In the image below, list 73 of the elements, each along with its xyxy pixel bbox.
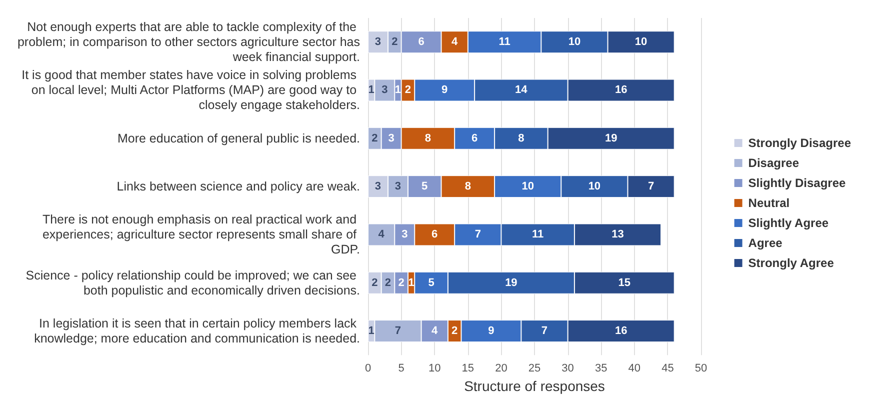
- legend-label: Agree: [748, 236, 783, 250]
- data-label: 3: [382, 84, 388, 96]
- x-tick-label: 35: [594, 362, 608, 375]
- x-axis-title: Structure of responses: [464, 378, 605, 394]
- data-label: 19: [604, 132, 618, 144]
- data-label: 2: [384, 276, 392, 289]
- data-label: 5: [428, 276, 434, 289]
- data-label: 10: [634, 36, 648, 48]
- data-label: 16: [614, 84, 628, 96]
- data-label: 7: [394, 325, 402, 338]
- data-label: 8: [464, 180, 471, 193]
- data-label: 10: [588, 180, 601, 193]
- data-label: 8: [518, 132, 524, 144]
- data-label: 3: [394, 180, 402, 193]
- y-tick-label: Links between science and policy are weak.: [116, 180, 360, 194]
- data-label: 3: [374, 36, 382, 48]
- data-label: 10: [568, 36, 581, 48]
- data-label: 11: [532, 228, 544, 241]
- legend-label: Neutral: [748, 196, 790, 210]
- data-label: 7: [648, 180, 654, 193]
- data-label: 15: [618, 276, 631, 289]
- data-label: 2: [392, 36, 398, 48]
- y-tick-label: In legislation it is seen that in certain policy members lack knowledge; more education and communication is needed.: [34, 316, 360, 346]
- data-label: 6: [471, 132, 478, 144]
- data-label: 4: [378, 228, 386, 241]
- x-tick-label: 0: [364, 362, 372, 375]
- data-label: 5: [422, 180, 428, 193]
- data-label: 8: [424, 132, 432, 144]
- data-label: 3: [388, 132, 394, 144]
- x-tick-label: 30: [562, 362, 574, 375]
- y-tick-label: Science - policy relationship could be improved; we can see both populistic and economically driven decisions.: [26, 268, 360, 298]
- data-label: 9: [488, 325, 494, 338]
- data-label: 1: [368, 84, 374, 96]
- data-label: 14: [515, 84, 528, 96]
- data-label: 9: [442, 84, 448, 96]
- data-label: 6: [418, 36, 424, 48]
- x-tick-label: 45: [662, 362, 674, 375]
- data-label: 3: [374, 180, 382, 193]
- data-label: 2: [404, 84, 412, 96]
- legend-label: Slightly Disagree: [748, 176, 846, 190]
- data-label: 10: [522, 180, 534, 193]
- data-label: 1: [368, 325, 374, 338]
- data-label: 2: [372, 132, 378, 144]
- x-tick-label: 15: [462, 362, 474, 375]
- data-label: 13: [612, 228, 624, 241]
- data-label: 16: [614, 325, 628, 338]
- legend-label: Slightly Agree: [748, 216, 829, 230]
- legend-label: Disagree: [748, 156, 800, 170]
- x-tick-label: 50: [694, 362, 708, 375]
- data-label: 4: [452, 36, 459, 48]
- x-tick-label: 10: [428, 362, 441, 375]
- data-label: 19: [505, 276, 518, 289]
- data-label: 11: [498, 36, 510, 48]
- data-label: 3: [402, 228, 408, 241]
- data-label: 1: [408, 276, 414, 289]
- data-label: 7: [541, 325, 548, 338]
- y-tick-label: Not enough experts that are able to tackle complexity of the problem; in comparison to other sectors agriculture sector has week financial support.: [17, 20, 360, 64]
- data-label: 1: [394, 84, 402, 96]
- data-label: 2: [452, 325, 458, 338]
- x-tick-label: 5: [398, 362, 404, 375]
- data-label: 6: [432, 228, 438, 241]
- legend-label: Strongly Agree: [748, 256, 834, 270]
- y-tick-label: There is not enough emphasis on real practical work and experiences; agriculture sector represents small share of GDP.: [42, 212, 360, 257]
- data-label: 2: [372, 276, 378, 289]
- x-tick-label: 25: [528, 362, 541, 375]
- legend-label: Strongly Disagree: [748, 136, 852, 150]
- y-tick-label: More education of general public is needed.: [117, 131, 360, 146]
- x-tick-label: 20: [495, 362, 508, 375]
- x-tick-label: 40: [628, 362, 641, 375]
- data-label: 7: [474, 228, 481, 241]
- data-label: 2: [398, 276, 404, 289]
- y-tick-label: It is good that member states have voice in solving problems on local level; Multi Actor Platforms (MAP) are good way to closely engage stakeholders.: [22, 68, 360, 112]
- data-label: 4: [432, 325, 439, 338]
